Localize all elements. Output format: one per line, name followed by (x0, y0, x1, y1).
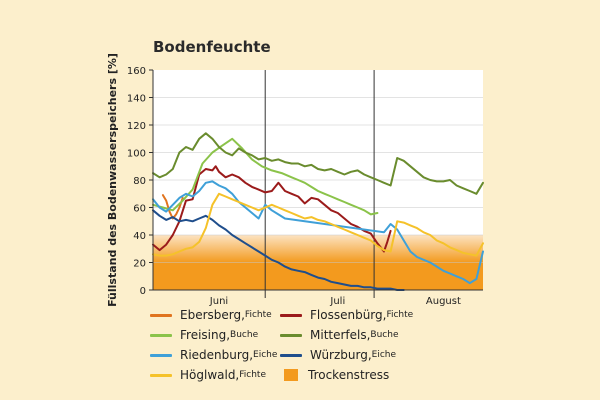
legend-item-würzburg: Würzburg, Eiche (280, 348, 396, 362)
legend-item-riedenburg: Riedenburg, Eiche (150, 348, 277, 362)
legend-swatch (284, 369, 298, 381)
legend-label: Höglwald, (180, 368, 240, 382)
legend-label: Mitterfels, (310, 328, 371, 342)
legend-item-ebersberg: Ebersberg, Fichte (150, 308, 272, 322)
legend-label: Riedenburg, (180, 348, 254, 362)
y-tick-label: 120 (127, 121, 146, 132)
legend-species: Fichte (244, 310, 272, 320)
legend-label: Freising, (180, 328, 231, 342)
legend-swatch (150, 333, 172, 337)
y-tick-label: 80 (133, 176, 146, 187)
legend-swatch (150, 313, 172, 317)
legend-item-flossenbürg: Flossenbürg, Fichte (280, 308, 413, 322)
series-line-würzburg (152, 209, 405, 291)
series-line-ebersberg (161, 194, 184, 220)
y-tick-label: 160 (127, 66, 146, 77)
legend-item-freising: Freising, Buche (150, 328, 258, 342)
legend-swatch (150, 353, 172, 357)
legend-species: Eiche (253, 350, 278, 360)
series-line-riedenburg (152, 180, 484, 285)
legend-swatch (150, 373, 172, 377)
trockenstress-gradient (153, 235, 483, 263)
y-tick-label: 20 (133, 259, 146, 270)
legend-swatch (280, 313, 302, 317)
y-tick-label: 0 (140, 286, 146, 297)
y-tick-label: 100 (127, 149, 146, 160)
legend-label: Würzburg, (310, 348, 372, 362)
legend-swatch (280, 333, 302, 337)
month-label: Juni (209, 296, 228, 307)
y-tick-label: 60 (133, 204, 146, 215)
legend-label: Trockenstress (308, 368, 390, 382)
legend-species: Buche (370, 330, 399, 340)
month-label: August (426, 296, 461, 307)
month-label: Juli (329, 296, 345, 307)
legend-item-mitterfels: Mitterfels, Buche (280, 328, 399, 342)
legend: Ebersberg, Fichte Flossenbürg, Fichte Frei… (150, 308, 450, 390)
series-line-höglwald (152, 192, 484, 257)
y-tick-label: 40 (133, 231, 146, 242)
legend-species: Fichte (386, 310, 414, 320)
legend-species: Eiche (371, 350, 397, 360)
legend-label: Flossenbürg, (310, 308, 387, 322)
legend-swatch (280, 353, 302, 357)
y-tick-label: 140 (127, 94, 146, 105)
legend-label: Ebersberg, (180, 308, 245, 322)
y-axis-label: Füllstand des Bodenwasserspeichers [%] (106, 53, 119, 307)
legend-item-höglwald: Höglwald, Fichte (150, 368, 266, 382)
legend-species: Fichte (239, 370, 266, 380)
chart-title: Bodenfeuchte (153, 38, 271, 56)
series-line-freising (152, 137, 379, 216)
legend-species: Buche (230, 330, 259, 340)
trockenstress-zone (153, 262, 483, 290)
series-line-mitterfels (152, 132, 484, 195)
series-line-flossenbürg (152, 165, 392, 253)
legend-item-trockenstress: Trockenstress (280, 368, 389, 382)
